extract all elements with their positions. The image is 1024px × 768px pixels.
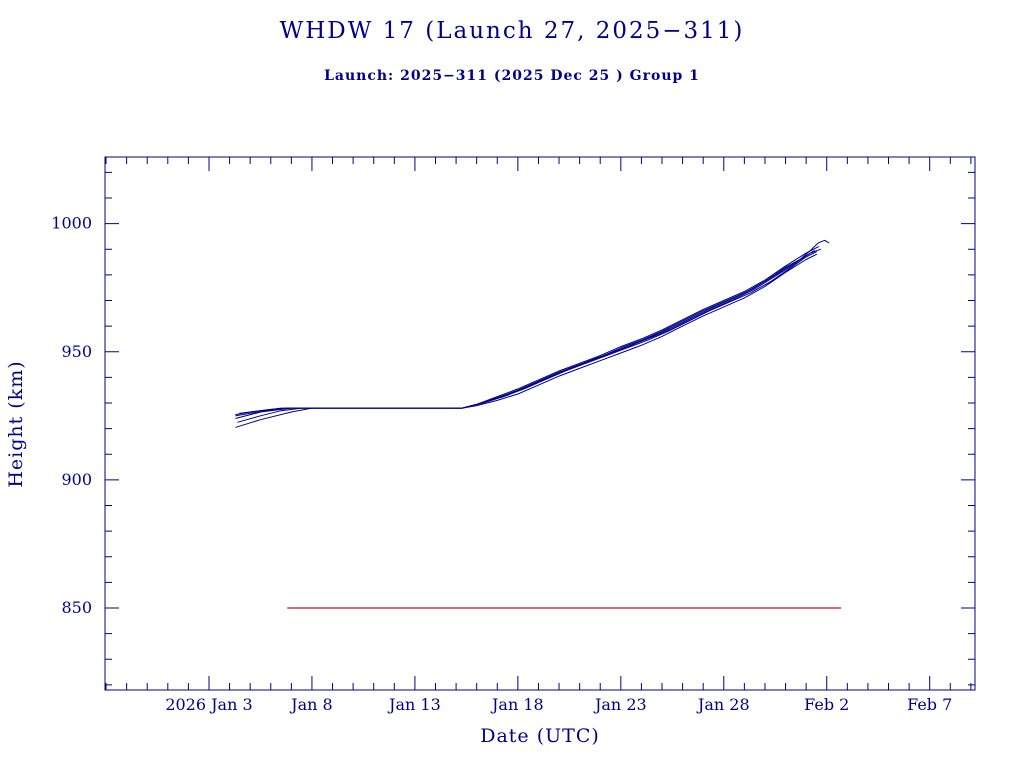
x-tick-label: Feb 2 — [804, 695, 849, 714]
y-tick-label: 900 — [61, 470, 92, 489]
x-axis-label: Date (UTC) — [480, 725, 600, 747]
x-tick-label: Jan 8 — [289, 695, 333, 714]
y-tick-label: 850 — [61, 598, 92, 617]
y-tick-label: 950 — [61, 342, 92, 361]
x-tick-label: Feb 7 — [907, 695, 952, 714]
x-tick-label: 2026 Jan 3 — [165, 695, 252, 714]
x-tick-label: Jan 18 — [490, 695, 544, 714]
y-tick-label: 1000 — [51, 214, 92, 233]
series-line-2 — [235, 239, 830, 419]
plot-area: 2026 Jan 3 Jan 8 Jan 13 Jan 18 Jan 23 Jan 28 F… — [51, 156, 976, 714]
series-line-3 — [237, 248, 822, 423]
chart-subtitle: Launch: 2025−311 (2025 Dec 25 ) Group 1 — [324, 68, 700, 84]
x-tick-label: Jan 23 — [593, 695, 647, 714]
x-tick-label: Jan 28 — [696, 695, 750, 714]
plot-frame — [104, 156, 976, 691]
series-line-4 — [235, 253, 817, 428]
series-line-1 — [235, 246, 819, 415]
series-line-6 — [235, 251, 817, 417]
chart-title: WHDW 17 (Launch 27, 2025−311) — [280, 18, 745, 44]
series-line-5 — [239, 250, 815, 414]
y-axis-label: Height (km) — [5, 360, 27, 487]
x-tick-label: Jan 13 — [387, 695, 441, 714]
